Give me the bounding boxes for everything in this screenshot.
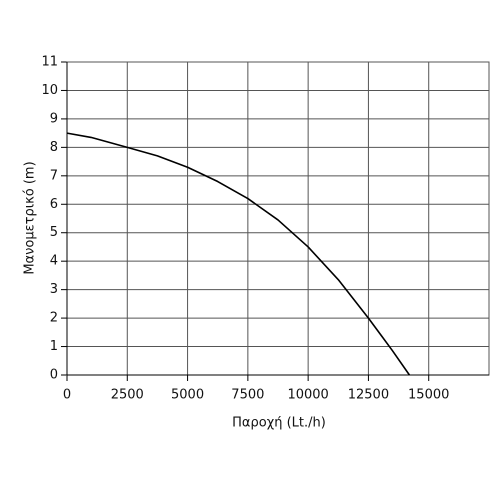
y-tick-label: 8 xyxy=(50,140,58,155)
x-tick-label: 15000 xyxy=(408,388,449,403)
y-tick-label: 10 xyxy=(41,83,58,98)
x-tick-label: 10000 xyxy=(287,388,328,403)
curve xyxy=(66,132,411,376)
x-tick-label: 7500 xyxy=(231,388,264,403)
x-tick-label: 12500 xyxy=(348,388,389,403)
y-tick-label: 4 xyxy=(50,254,58,269)
x-axis-label: Παροχή (Lt./h) xyxy=(232,416,326,431)
y-tick-label: 3 xyxy=(50,282,58,297)
x-tick-label: 2500 xyxy=(111,388,144,403)
y-tick-label: 11 xyxy=(41,55,58,70)
y-tick-label: 5 xyxy=(50,225,58,240)
y-tick-label: 2 xyxy=(50,311,58,326)
y-tick-label: 7 xyxy=(50,168,58,183)
x-tick-label: 0 xyxy=(63,388,71,403)
x-tick-label: 5000 xyxy=(171,388,204,403)
y-tick-label: 9 xyxy=(50,111,58,126)
y-axis-label: Μανομετρικό (m) xyxy=(23,161,38,274)
plot-border xyxy=(66,61,490,376)
y-tick-label: 6 xyxy=(50,197,58,212)
y-tick-label: 0 xyxy=(50,368,58,383)
y-tick-label: 1 xyxy=(50,339,58,354)
